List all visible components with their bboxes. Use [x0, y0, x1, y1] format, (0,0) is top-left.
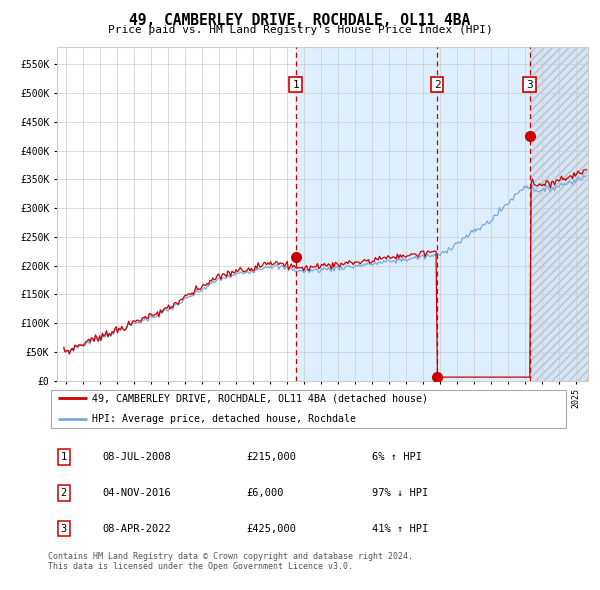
Text: 97% ↓ HPI: 97% ↓ HPI [371, 488, 428, 497]
Text: 3: 3 [526, 80, 533, 90]
Text: 1: 1 [292, 80, 299, 90]
Text: 1: 1 [61, 452, 67, 462]
Text: 49, CAMBERLEY DRIVE, ROCHDALE, OL11 4BA (detached house): 49, CAMBERLEY DRIVE, ROCHDALE, OL11 4BA … [92, 394, 428, 404]
Text: 2: 2 [434, 80, 440, 90]
Text: Contains HM Land Registry data © Crown copyright and database right 2024.: Contains HM Land Registry data © Crown c… [48, 552, 413, 561]
FancyBboxPatch shape [50, 389, 566, 428]
Text: 41% ↑ HPI: 41% ↑ HPI [371, 523, 428, 533]
Text: Price paid vs. HM Land Registry's House Price Index (HPI): Price paid vs. HM Land Registry's House … [107, 25, 493, 35]
Text: 04-NOV-2016: 04-NOV-2016 [103, 488, 172, 497]
Text: 08-APR-2022: 08-APR-2022 [103, 523, 172, 533]
Text: £215,000: £215,000 [247, 452, 296, 462]
Text: 08-JUL-2008: 08-JUL-2008 [103, 452, 172, 462]
Bar [296, 47, 530, 381]
Text: HPI: Average price, detached house, Rochdale: HPI: Average price, detached house, Roch… [92, 414, 356, 424]
Text: This data is licensed under the Open Government Licence v3.0.: This data is licensed under the Open Gov… [48, 562, 353, 571]
Text: 49, CAMBERLEY DRIVE, ROCHDALE, OL11 4BA: 49, CAMBERLEY DRIVE, ROCHDALE, OL11 4BA [130, 13, 470, 28]
Text: 2: 2 [61, 488, 67, 497]
Text: 6% ↑ HPI: 6% ↑ HPI [371, 452, 422, 462]
Text: 3: 3 [61, 523, 67, 533]
Text: £6,000: £6,000 [247, 488, 284, 497]
Text: £425,000: £425,000 [247, 523, 296, 533]
Bar [530, 47, 588, 381]
